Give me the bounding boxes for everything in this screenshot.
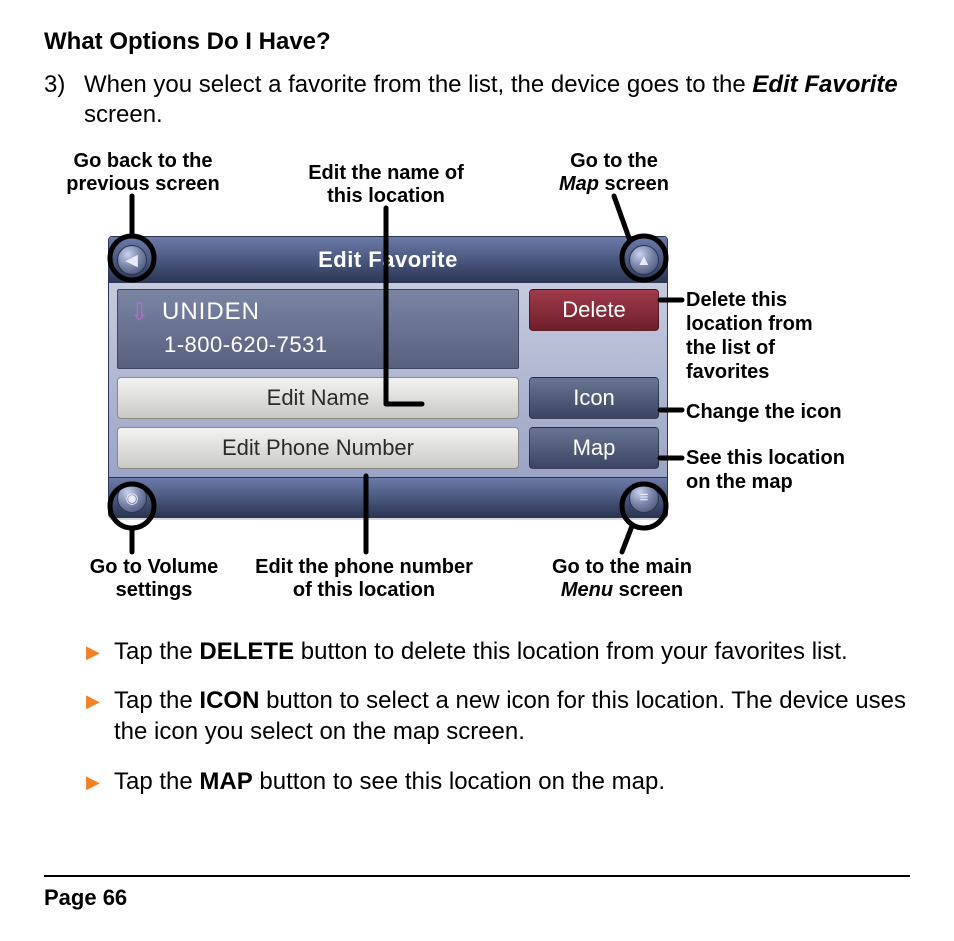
speaker-icon: ◉	[125, 489, 138, 507]
callout-text: Go to Volume	[90, 556, 219, 578]
step-emphasis: Edit Favorite	[752, 71, 897, 98]
step-text-after: screen.	[84, 101, 163, 128]
callout-text: Go back to the	[74, 150, 213, 172]
callout-text: Menu	[561, 579, 613, 601]
callout-text: on the map	[686, 471, 793, 493]
favorite-icon: ⇩	[128, 300, 152, 324]
triangle-marker-icon: ▶	[86, 636, 114, 664]
bullet-item: ▶ Tap the DELETE button to delete this l…	[86, 636, 910, 667]
leader-map	[614, 196, 629, 238]
page-footer: Page 66	[44, 875, 910, 911]
edit-phone-button[interactable]: Edit Phone Number	[117, 427, 519, 469]
up-arrow-icon: ▲	[636, 252, 651, 269]
step-item: 3) When you select a favorite from the l…	[44, 70, 910, 130]
step-text-before: When you select a favorite from the list…	[84, 71, 752, 98]
step-body: When you select a favorite from the list…	[84, 70, 910, 130]
step-number: 3)	[44, 70, 84, 130]
callout-text: previous screen	[66, 173, 219, 195]
bullet-item: ▶ Tap the ICON button to select a new ic…	[86, 685, 910, 747]
callout-text: Go to the main	[552, 556, 692, 578]
bullet-pre: Tap the	[114, 638, 199, 665]
leader-menu	[622, 526, 632, 552]
callout-see-map-label: See this location on the map	[686, 446, 906, 494]
section-title: What Options Do I Have?	[44, 28, 910, 56]
callout-text: Go to the	[570, 150, 658, 172]
device-screenshot: ◀ Edit Favorite ▲ ⇩ UNIDEN 1-800-620-753…	[108, 236, 668, 518]
favorite-name-row: ⇩ UNIDEN	[128, 298, 508, 326]
callout-text: screen	[599, 173, 669, 195]
bullet-post: button to delete this location from your…	[294, 638, 848, 665]
favorite-phone: 1-800-620-7531	[128, 332, 508, 358]
callout-map-screen-label: Go to the Map screen	[544, 150, 684, 196]
callout-text: the list of	[686, 337, 775, 359]
bullet-bold: MAP	[199, 768, 252, 795]
device-titlebar: ◀ Edit Favorite ▲	[109, 237, 667, 283]
callout-text: Change the icon	[686, 401, 842, 423]
callout-text: screen	[613, 579, 683, 601]
triangle-marker-icon: ▶	[86, 766, 114, 794]
map-button[interactable]: Map	[529, 427, 659, 469]
callout-back-label: Go back to the previous screen	[58, 150, 228, 196]
map-screen-button[interactable]: ▲	[629, 245, 659, 275]
callout-icon-label: Change the icon	[686, 400, 906, 424]
bullet-item: ▶ Tap the MAP button to see this locatio…	[86, 766, 910, 797]
bullet-text: Tap the DELETE button to delete this loc…	[114, 636, 910, 667]
row-edit-phone: Edit Phone Number Map	[117, 427, 659, 469]
callout-text: Edit the name of	[308, 162, 464, 184]
bullet-pre: Tap the	[114, 687, 199, 714]
device-body: ⇩ UNIDEN 1-800-620-7531 Delete Edit Name…	[109, 283, 667, 477]
callout-text: location from	[686, 313, 813, 335]
delete-button[interactable]: Delete	[529, 289, 659, 331]
callout-text: settings	[116, 579, 193, 601]
favorite-card-row: ⇩ UNIDEN 1-800-620-7531 Delete	[117, 289, 659, 369]
edit-name-button[interactable]: Edit Name	[117, 377, 519, 419]
volume-button[interactable]: ◉	[117, 483, 147, 513]
back-button[interactable]: ◀	[117, 245, 147, 275]
callout-delete-label: Delete this location from the list of fa…	[686, 288, 906, 384]
bullet-post: button to see this location on the map.	[253, 768, 665, 795]
bullet-bold: DELETE	[199, 638, 294, 665]
bullet-bold: ICON	[199, 687, 259, 714]
callout-menu-label: Go to the main Menu screen	[532, 556, 712, 602]
callout-text: Map	[559, 173, 599, 195]
row-edit-name: Edit Name Icon	[117, 377, 659, 419]
menu-button[interactable]: ≡	[629, 483, 659, 513]
page-number: Page 66	[44, 885, 910, 911]
favorite-name: UNIDEN	[162, 298, 260, 326]
triangle-marker-icon: ▶	[86, 685, 114, 713]
callout-edit-name-label: Edit the name of this location	[286, 162, 486, 208]
callout-text: of this location	[293, 579, 435, 601]
callout-edit-phone-label: Edit the phone number of this location	[234, 556, 494, 602]
callout-text: favorites	[686, 361, 769, 383]
callout-volume-label: Go to Volume settings	[74, 556, 234, 602]
icon-button[interactable]: Icon	[529, 377, 659, 419]
device-footer: ◉ ≡	[109, 477, 667, 517]
callout-text: this location	[327, 185, 445, 207]
footer-rule	[44, 875, 910, 877]
bullet-text: Tap the MAP button to see this location …	[114, 766, 910, 797]
back-arrow-icon: ◀	[126, 251, 138, 269]
action-bullets: ▶ Tap the DELETE button to delete this l…	[86, 636, 910, 797]
callout-text: Edit the phone number	[255, 556, 473, 578]
favorite-info: ⇩ UNIDEN 1-800-620-7531	[117, 289, 519, 369]
callout-text: See this location	[686, 447, 845, 469]
annotated-device-diagram: Go back to the previous screen Edit the …	[34, 138, 914, 618]
device-title: Edit Favorite	[318, 247, 458, 273]
bullet-text: Tap the ICON button to select a new icon…	[114, 685, 910, 747]
menu-icon: ≡	[640, 489, 649, 506]
callout-text: Delete this	[686, 289, 787, 311]
bullet-pre: Tap the	[114, 768, 199, 795]
